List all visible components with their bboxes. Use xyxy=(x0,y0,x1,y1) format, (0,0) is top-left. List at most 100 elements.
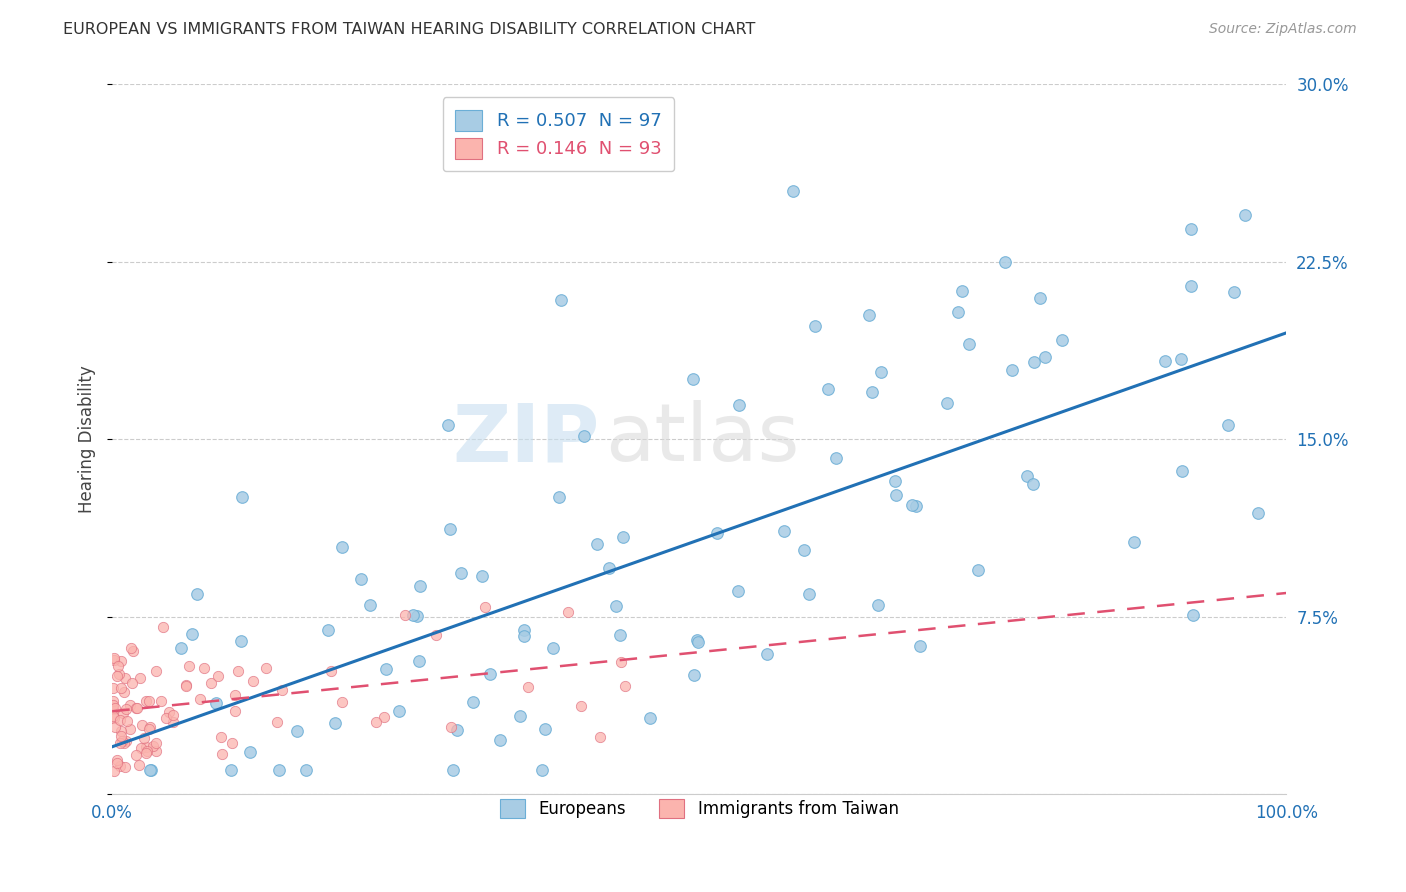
Point xyxy=(1017,469,1039,483)
Point xyxy=(118,722,141,736)
Point xyxy=(1122,535,1144,549)
Point xyxy=(513,629,536,643)
Point xyxy=(110,654,132,668)
Point xyxy=(550,293,572,307)
Point xyxy=(193,661,215,675)
Point xyxy=(114,760,136,774)
Point xyxy=(727,584,749,599)
Legend: Europeans, Immigrants from Taiwan: Europeans, Immigrants from Taiwan xyxy=(494,792,905,825)
Point xyxy=(125,700,148,714)
Point xyxy=(136,744,159,758)
Point xyxy=(1181,608,1204,623)
Point xyxy=(374,663,396,677)
Text: Source: ZipAtlas.com: Source: ZipAtlas.com xyxy=(1209,22,1357,37)
Point xyxy=(904,499,927,513)
Point xyxy=(103,651,125,665)
Point xyxy=(946,304,969,318)
Point xyxy=(117,714,139,728)
Point xyxy=(111,706,134,720)
Point xyxy=(112,685,135,699)
Point xyxy=(548,490,571,504)
Point xyxy=(517,680,540,694)
Point xyxy=(509,709,531,723)
Point xyxy=(174,679,197,693)
Point xyxy=(425,628,447,642)
Point xyxy=(108,758,131,772)
Text: EUROPEAN VS IMMIGRANTS FROM TAIWAN HEARING DISABILITY CORRELATION CHART: EUROPEAN VS IMMIGRANTS FROM TAIWAN HEARI… xyxy=(63,22,755,37)
Point xyxy=(803,318,825,333)
Point xyxy=(799,587,821,601)
Point xyxy=(125,747,148,762)
Point xyxy=(1180,278,1202,293)
Point xyxy=(150,694,173,708)
Point xyxy=(254,661,277,675)
Point xyxy=(860,384,883,399)
Point xyxy=(589,730,612,744)
Point xyxy=(211,747,233,761)
Point xyxy=(402,608,425,623)
Point xyxy=(1222,285,1244,300)
Point xyxy=(439,522,461,536)
Point xyxy=(157,705,180,719)
Point xyxy=(406,608,429,623)
Point xyxy=(316,624,339,638)
Point xyxy=(186,587,208,601)
Point xyxy=(388,704,411,718)
Point xyxy=(112,735,135,749)
Point xyxy=(226,664,249,678)
Point xyxy=(359,598,381,612)
Point xyxy=(441,764,464,778)
Point xyxy=(349,572,371,586)
Point xyxy=(1234,208,1257,222)
Y-axis label: Hearing Disability: Hearing Disability xyxy=(79,366,96,513)
Point xyxy=(541,640,564,655)
Point xyxy=(1024,355,1046,369)
Point xyxy=(610,655,633,669)
Point xyxy=(686,633,709,648)
Point xyxy=(231,634,253,648)
Point xyxy=(104,720,127,734)
Point xyxy=(513,623,536,637)
Point xyxy=(170,641,193,656)
Point xyxy=(139,720,162,734)
Point xyxy=(950,284,973,298)
Point xyxy=(107,658,129,673)
Point xyxy=(103,764,125,779)
Point xyxy=(617,112,640,127)
Point xyxy=(132,731,155,745)
Point xyxy=(103,694,125,708)
Point xyxy=(162,714,184,729)
Point xyxy=(205,697,228,711)
Point xyxy=(174,678,197,692)
Point xyxy=(128,671,150,685)
Point xyxy=(614,679,637,693)
Point xyxy=(366,715,388,730)
Point xyxy=(224,705,246,719)
Point xyxy=(231,490,253,504)
Point xyxy=(110,736,132,750)
Point xyxy=(242,674,264,689)
Point xyxy=(139,764,162,778)
Point xyxy=(181,626,204,640)
Point xyxy=(221,764,243,778)
Point xyxy=(269,764,291,778)
Text: atlas: atlas xyxy=(606,401,800,478)
Point xyxy=(935,396,957,410)
Point xyxy=(479,666,502,681)
Point xyxy=(884,488,907,502)
Point xyxy=(141,739,163,753)
Point xyxy=(900,498,922,512)
Point xyxy=(108,666,131,681)
Point xyxy=(294,764,316,778)
Point xyxy=(162,708,184,723)
Point xyxy=(773,524,796,538)
Point xyxy=(323,716,346,731)
Point xyxy=(131,718,153,732)
Point xyxy=(110,681,132,695)
Point xyxy=(408,580,430,594)
Point xyxy=(266,714,288,729)
Point xyxy=(135,740,157,755)
Point xyxy=(727,398,749,412)
Point xyxy=(115,701,138,715)
Point xyxy=(188,691,211,706)
